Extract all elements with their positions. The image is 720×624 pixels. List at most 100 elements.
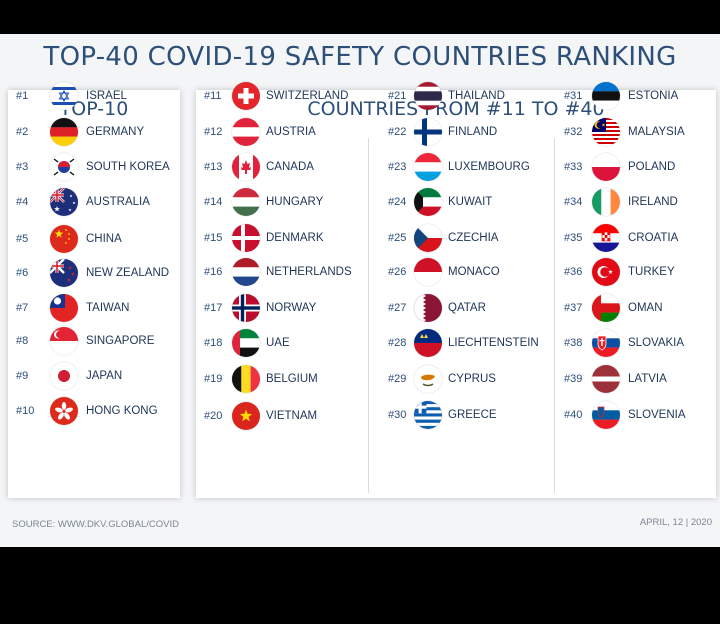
ranking-row: #14 HUNGARY <box>204 188 374 216</box>
top-10-panel: TOP-10 #1 ISRAEL #2 GERMANY #3 SOUTH KOREA #4 A… <box>8 82 180 498</box>
rank-number: #18 <box>204 337 223 349</box>
rank-number: #30 <box>388 409 407 421</box>
country-name: GERMANY <box>86 126 145 138</box>
canada-flag-icon <box>232 153 260 181</box>
ireland-flag-icon <box>592 188 620 216</box>
country-name: MALAYSIA <box>628 126 685 138</box>
japan-flag-icon <box>50 362 78 390</box>
ranking-row: #30 GREECE <box>388 401 558 429</box>
ranking-row: #12 AUSTRIA <box>204 118 374 146</box>
rank-number: #32 <box>564 126 583 138</box>
rank-number: #35 <box>564 232 583 244</box>
ranking-row: #11 SWITZERLAND <box>204 82 374 110</box>
country-name: ESTONIA <box>628 90 679 102</box>
country-name: CZECHIA <box>448 232 499 244</box>
ranking-row: #2 GERMANY <box>16 118 176 146</box>
ranking-row: #20 VIETNAM <box>204 402 374 430</box>
country-name: TURKEY <box>628 266 675 278</box>
rank-number: #36 <box>564 266 583 278</box>
china-flag-icon <box>50 225 78 253</box>
ranking-row: #1 ISRAEL <box>16 82 176 110</box>
rank-number: #31 <box>564 90 583 102</box>
denmark-flag-icon <box>232 224 260 252</box>
rank-number: #19 <box>204 373 223 385</box>
country-name: NEW ZEALAND <box>86 267 170 279</box>
rank-number: #14 <box>204 196 223 208</box>
country-name: ISRAEL <box>86 90 127 102</box>
rank-number: #27 <box>388 302 407 314</box>
ranking-row: #35 CROATIA <box>564 224 720 252</box>
hong-kong-flag-icon <box>50 397 78 425</box>
ranking-row: #10 HONG KONG <box>16 397 176 425</box>
country-name: LUXEMBOURG <box>448 161 530 173</box>
ranking-row: #29 CYPRUS <box>388 365 558 393</box>
column-divider <box>368 138 369 493</box>
page-title: TOP-40 COVID-19 SAFETY COUNTRIES RANKING <box>43 42 677 72</box>
rank-number: #22 <box>388 126 407 138</box>
country-name: SOUTH KOREA <box>86 161 170 173</box>
rank-number: #21 <box>388 90 407 102</box>
country-name: NETHERLANDS <box>266 266 352 278</box>
ranks-11-40-heading: COUNTRIES FROM #11 TO #40 <box>307 98 605 120</box>
country-name: CANADA <box>266 161 314 173</box>
ranking-row: #8 SINGAPORE <box>16 327 176 355</box>
ranking-row: #3 SOUTH KOREA <box>16 153 176 181</box>
ranking-row: #27 QATAR <box>388 294 558 322</box>
rank-number: #38 <box>564 337 583 349</box>
rank-number: #39 <box>564 373 583 385</box>
kuwait-flag-icon <box>414 188 442 216</box>
country-name: SWITZERLAND <box>266 90 349 102</box>
slovakia-flag-icon <box>592 329 620 357</box>
country-name: HONG KONG <box>86 405 158 417</box>
country-name: GREECE <box>448 409 497 421</box>
ranking-row: #6 NEW ZEALAND <box>16 259 176 287</box>
south-korea-flag-icon <box>50 153 78 181</box>
malaysia-flag-icon <box>592 118 620 146</box>
date-note: APRIL, 12 | 2020 <box>639 517 712 528</box>
rank-number: #23 <box>388 161 407 173</box>
ranking-row: #21 THAILAND <box>388 82 558 110</box>
rank-number: #6 <box>16 267 29 279</box>
country-name: SLOVENIA <box>628 409 686 421</box>
rank-number: #10 <box>16 405 35 417</box>
rank-number: #17 <box>204 302 223 314</box>
rank-number: #29 <box>388 373 407 385</box>
ranking-row: #24 KUWAIT <box>388 188 558 216</box>
switzerland-flag-icon <box>232 82 260 110</box>
latvia-flag-icon <box>592 365 620 393</box>
rank-number: #1 <box>16 90 29 102</box>
finland-flag-icon <box>414 118 442 146</box>
rank-number: #15 <box>204 232 223 244</box>
ranks-11-40-panel: COUNTRIES FROM #11 TO #40 #11 SWITZERLAND… <box>196 82 716 498</box>
rank-number: #34 <box>564 196 583 208</box>
ranking-row: #36 TURKEY <box>564 258 720 286</box>
country-name: HUNGARY <box>266 196 324 208</box>
ranking-row: #38 SLOVAKIA <box>564 329 720 357</box>
country-name: UAE <box>266 337 290 349</box>
rank-number: #2 <box>16 126 29 138</box>
country-name: THAILAND <box>448 90 505 102</box>
rank-number: #37 <box>564 302 583 314</box>
country-name: CHINA <box>86 233 122 245</box>
country-name: CYPRUS <box>448 373 496 385</box>
country-name: AUSTRIA <box>266 126 316 138</box>
norway-flag-icon <box>232 294 260 322</box>
rank-number: #13 <box>204 161 223 173</box>
country-name: QATAR <box>448 302 486 314</box>
rank-number: #25 <box>388 232 407 244</box>
ranking-row: #34 IRELAND <box>564 188 720 216</box>
ranking-row: #40 SLOVENIA <box>564 401 720 429</box>
croatia-flag-icon <box>592 224 620 252</box>
taiwan-flag-icon <box>50 294 78 322</box>
vietnam-flag-icon <box>232 402 260 430</box>
ranking-row: #23 LUXEMBOURG <box>388 153 558 181</box>
turkey-flag-icon <box>592 258 620 286</box>
source-note: SOURCE: WWW.DKV.GLOBAL/COVID <box>12 519 179 530</box>
country-name: CROATIA <box>628 232 679 244</box>
ranking-row: #7 TAIWAN <box>16 294 176 322</box>
ranking-row: #26 MONACO <box>388 258 558 286</box>
ranking-row: #17 NORWAY <box>204 294 374 322</box>
ranking-row: #19 BELGIUM <box>204 365 374 393</box>
ranking-row: #13 CANADA <box>204 153 374 181</box>
ranking-row: #39 LATVIA <box>564 365 720 393</box>
